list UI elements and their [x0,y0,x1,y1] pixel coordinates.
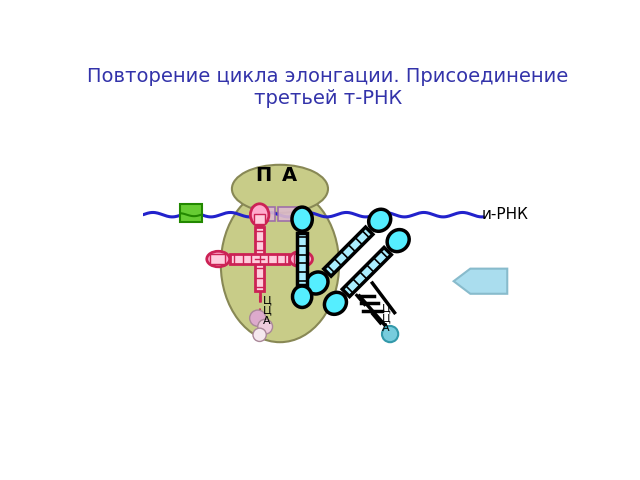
FancyBboxPatch shape [294,254,308,264]
FancyArrow shape [454,269,508,294]
FancyBboxPatch shape [254,215,265,224]
Ellipse shape [221,187,339,342]
Circle shape [258,319,273,334]
Circle shape [253,328,266,341]
FancyBboxPatch shape [278,207,301,221]
Ellipse shape [292,207,312,231]
Text: П: П [255,166,272,185]
Polygon shape [324,227,373,276]
Circle shape [382,326,398,342]
Ellipse shape [369,209,390,231]
Ellipse shape [207,251,230,267]
Polygon shape [230,254,289,264]
Text: Повторение цикла элонгации. Присоединение
третьей т-РНК: Повторение цикла элонгации. Присоединени… [88,67,568,108]
FancyBboxPatch shape [210,254,225,264]
Text: А: А [282,166,297,185]
Circle shape [250,310,266,326]
Text: Ц
Ц
А: Ц Ц А [263,296,272,326]
Ellipse shape [250,204,269,226]
Polygon shape [297,233,307,285]
Text: и-РНК: и-РНК [481,207,528,222]
FancyBboxPatch shape [180,204,202,222]
Ellipse shape [306,272,328,294]
Ellipse shape [292,286,312,308]
Polygon shape [255,227,264,291]
Polygon shape [342,247,392,297]
Ellipse shape [387,229,409,252]
Ellipse shape [232,165,328,213]
Ellipse shape [324,292,346,314]
FancyBboxPatch shape [252,207,275,221]
Ellipse shape [289,251,312,267]
Text: Ц
Ц
А: Ц Ц А [381,303,390,334]
